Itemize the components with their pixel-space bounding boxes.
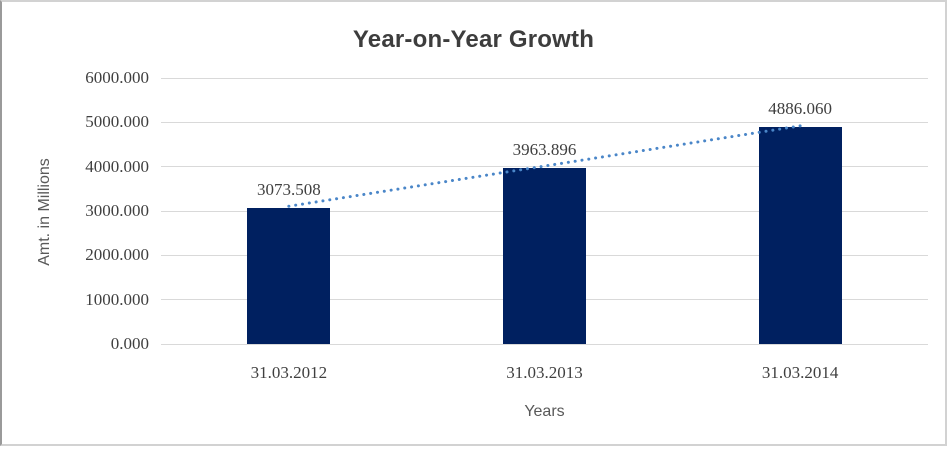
x-axis-tick-label: 31.03.2012	[250, 363, 328, 382]
chart-title: Year-on-Year Growth	[352, 26, 595, 53]
y-axis-tick-label: 5000.000	[85, 112, 149, 132]
data-label: 3963.896	[512, 140, 577, 160]
x-axis-title: Years	[524, 403, 565, 420]
y-axis-tick-label: 3000.000	[85, 201, 149, 220]
y-axis-tick-label: 1000.000	[85, 289, 149, 309]
y-axis-tick-label: 0.000	[110, 334, 149, 353]
y-axis-tick-label: 4000.000	[85, 156, 149, 176]
gridline	[161, 121, 928, 123]
x-axis-tick-label: 31.03.2014	[761, 363, 839, 382]
gridline	[161, 77, 928, 79]
y-axis-tick-label: 2000.000	[85, 245, 149, 265]
bar-31.03.2014	[758, 127, 842, 344]
y-axis-tick-label: 6000.000	[85, 68, 149, 87]
gridline	[161, 343, 928, 345]
bar-31.03.2013	[503, 168, 586, 344]
data-label: 4886.060	[768, 99, 833, 119]
data-label: 3073.508	[256, 179, 321, 199]
bar-31.03.2012	[247, 207, 331, 344]
x-axis-tick-label: 31.03.2013	[506, 363, 583, 382]
